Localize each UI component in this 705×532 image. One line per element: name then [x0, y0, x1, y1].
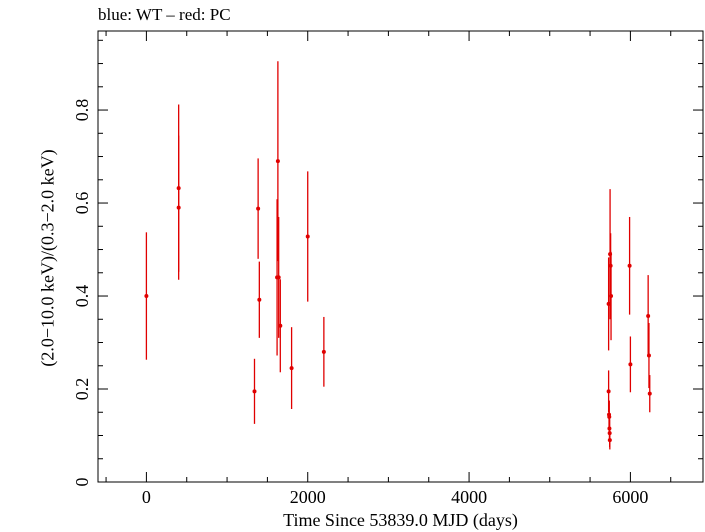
data-point	[275, 159, 280, 164]
data-point	[305, 234, 310, 239]
x-tick-label: 4000	[451, 487, 487, 507]
data-point	[321, 349, 326, 354]
data-point	[627, 263, 632, 268]
y-axis: 0 0.2 0.4 0.6 0.8	[72, 39, 703, 487]
y-tick-label: 0.8	[72, 99, 92, 122]
x-tick-label: 0	[142, 487, 151, 507]
x-axis-label: Time Since 53839.0 MJD (days)	[283, 510, 518, 530]
data-point	[609, 294, 614, 299]
x-tick-label: 2000	[290, 487, 326, 507]
data-point	[647, 391, 652, 396]
data-point	[628, 362, 633, 367]
data-points	[144, 61, 652, 450]
data-point	[278, 323, 283, 328]
data-point	[646, 353, 651, 358]
plot-frame	[97, 30, 704, 483]
data-point	[289, 366, 294, 371]
y-tick-label: 0	[72, 478, 92, 487]
data-point	[252, 389, 257, 394]
y-tick-label: 0.6	[72, 192, 92, 215]
data-point	[276, 275, 281, 280]
y-axis-label: (2.0−10.0 keV)/(0.3−2.0 keV)	[37, 149, 58, 367]
data-point	[257, 297, 262, 302]
y-tick-label: 0.4	[72, 285, 92, 308]
y-tick-label: 0.2	[72, 378, 92, 401]
data-point	[606, 389, 611, 394]
data-point	[256, 206, 261, 211]
x-tick-label: 6000	[612, 487, 648, 507]
data-point	[144, 294, 149, 299]
chart-title: blue: WT – red: PC	[98, 5, 231, 24]
data-point	[607, 438, 612, 443]
data-point	[646, 314, 651, 319]
data-point	[176, 186, 181, 191]
x-axis: 0 2000 4000 6000	[105, 31, 672, 507]
